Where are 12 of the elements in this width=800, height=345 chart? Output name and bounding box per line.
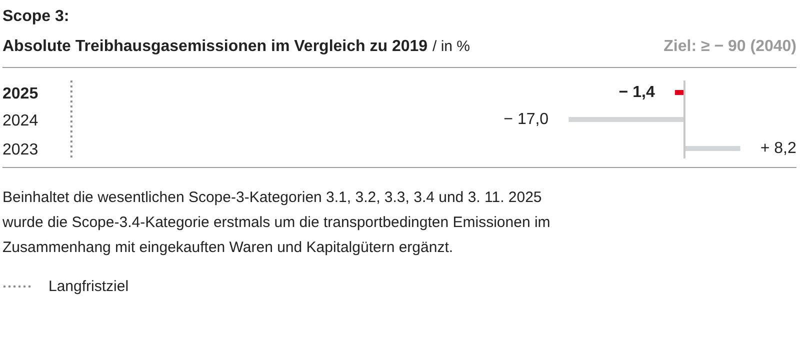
text: Ziel: ≥ − 90 (2040) <box>664 38 796 55</box>
data-label: − 17,0 <box>504 111 549 128</box>
x-axis-title: / in % <box>432 38 470 55</box>
data-label: − 1,4 <box>618 84 655 101</box>
y-tick-label: 2024 <box>2 112 38 130</box>
text: Absolute Treibhausgasemissionen im Vergleich zu 2019 <box>2 38 428 55</box>
y-tick-label: 2025 <box>2 86 38 102</box>
y-tick-label: 2023 <box>2 142 38 158</box>
data-label: + 8,2 <box>760 140 796 157</box>
legend-label: Langfristziel <box>48 278 129 295</box>
text: Beinhaltet die wesentlichen Scope-3-Kategorien 3.1, 3.2, 3.3, 3.4 und 3. 11. 2025 wurde die Scope-3.4-Kategorie erstmals um die transportbedingten Emissionen im Zusammenhang mit eingekauften Waren und Kapitalgütern ergänzt. <box>2 189 550 256</box>
text: Scope 3: <box>2 8 70 25</box>
